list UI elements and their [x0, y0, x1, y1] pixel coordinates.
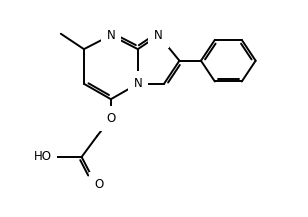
Text: O: O: [95, 178, 104, 191]
Text: N: N: [133, 77, 142, 90]
Text: N: N: [154, 29, 163, 42]
Text: HO: HO: [34, 150, 51, 163]
Text: N: N: [107, 29, 115, 42]
Text: O: O: [106, 112, 116, 125]
